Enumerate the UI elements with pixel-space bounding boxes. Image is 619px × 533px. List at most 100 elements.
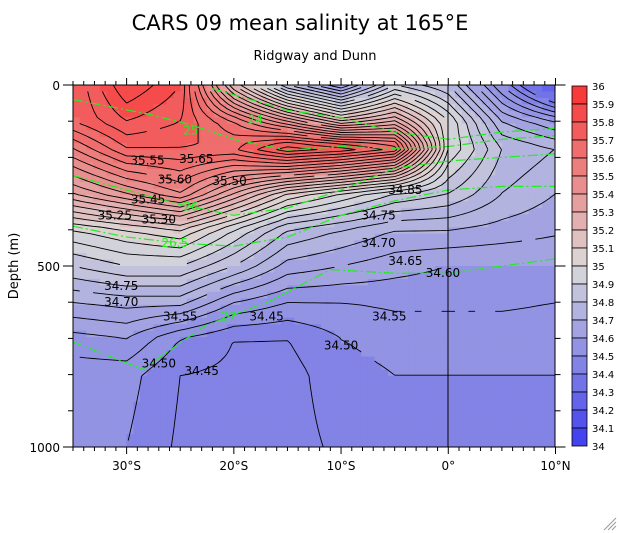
salinity-cell	[441, 427, 449, 435]
salinity-cell	[495, 427, 503, 435]
salinity-cell	[361, 253, 369, 261]
salinity-cell	[247, 369, 255, 377]
salinity-cell	[280, 382, 289, 390]
salinity-cell	[495, 104, 503, 112]
salinity-cell	[274, 330, 282, 338]
salinity-cell	[361, 162, 369, 170]
salinity-cell	[434, 220, 443, 228]
salinity-cell	[207, 104, 215, 112]
salinity-cell	[408, 214, 416, 222]
salinity-cell	[106, 220, 114, 228]
salinity-cell	[140, 246, 148, 254]
salinity-cell	[307, 227, 315, 235]
salinity-contour-35.05	[73, 88, 445, 240]
salinity-cell	[454, 395, 463, 403]
salinity-cell	[441, 91, 449, 99]
salinity-cell	[454, 285, 463, 293]
resize-grip-icon[interactable]	[603, 517, 617, 531]
salinity-cell	[501, 317, 510, 325]
salinity-cell	[374, 285, 382, 293]
salinity-cell	[434, 162, 443, 170]
salinity-cell	[93, 85, 101, 93]
salinity-cell	[93, 136, 101, 144]
salinity-cell	[448, 110, 456, 118]
salinity-cell	[481, 278, 490, 286]
salinity-cell	[193, 130, 201, 138]
salinity-cell	[160, 117, 168, 125]
salinity-cell	[394, 233, 402, 241]
salinity-cell	[488, 227, 496, 235]
salinity-cell	[314, 285, 322, 293]
salinity-cell	[441, 149, 449, 157]
salinity-cell	[153, 110, 161, 118]
salinity-cell	[173, 117, 181, 125]
salinity-cell	[314, 330, 322, 338]
salinity-cell	[126, 395, 134, 403]
salinity-cell	[475, 201, 483, 209]
salinity-cell	[274, 324, 282, 332]
salinity-cell	[267, 246, 275, 254]
salinity-cell	[334, 207, 342, 215]
salinity-cell	[327, 388, 335, 396]
salinity-cell	[341, 169, 349, 177]
salinity-cell	[414, 220, 423, 228]
salinity-cell	[186, 350, 195, 358]
salinity-cell	[307, 440, 315, 447]
salinity-cell	[488, 362, 496, 371]
salinity-cell	[180, 408, 188, 416]
salinity-cell	[488, 143, 496, 151]
salinity-cell	[93, 414, 101, 422]
salinity-cell	[434, 324, 443, 332]
salinity-cell	[240, 201, 248, 209]
salinity-cell	[448, 104, 456, 112]
salinity-cell	[515, 97, 523, 105]
salinity-cell	[488, 220, 496, 228]
salinity-cell	[495, 130, 503, 138]
salinity-cell	[133, 375, 141, 383]
salinity-cell	[481, 324, 490, 332]
salinity-cell	[287, 350, 295, 358]
salinity-cell	[200, 382, 208, 390]
salinity-cell	[213, 123, 222, 131]
salinity-cell	[247, 136, 255, 144]
salinity-cell	[428, 240, 436, 248]
salinity-cell	[146, 266, 155, 274]
salinity-cell	[481, 169, 490, 177]
salinity-cell	[428, 214, 436, 222]
salinity-cell	[508, 136, 516, 144]
salinity-cell	[414, 117, 423, 125]
salinity-contour-35.60	[73, 85, 402, 172]
salinity-cell	[428, 266, 436, 274]
salinity-cell	[73, 337, 81, 345]
salinity-cell	[133, 91, 141, 99]
salinity-cell	[227, 395, 235, 403]
salinity-cell	[126, 104, 134, 112]
salinity-cell	[213, 136, 222, 144]
salinity-cell	[408, 143, 416, 151]
salinity-cell	[488, 369, 496, 377]
salinity-cell	[106, 401, 114, 409]
salinity-cell	[73, 156, 81, 164]
colorbar-swatch	[571, 229, 588, 249]
salinity-cell	[207, 220, 215, 228]
salinity-cell	[361, 104, 369, 112]
salinity-cell	[408, 266, 416, 274]
salinity-cell	[140, 149, 148, 157]
salinity-cell	[307, 375, 315, 383]
salinity-cell	[106, 253, 114, 261]
salinity-cell	[267, 414, 275, 422]
salinity-cell	[434, 408, 443, 416]
salinity-cell	[300, 408, 309, 416]
salinity-cell	[227, 388, 235, 396]
salinity-cell	[294, 149, 302, 157]
salinity-cell	[260, 149, 268, 157]
salinity-cell	[414, 395, 423, 403]
salinity-cell	[200, 110, 208, 118]
salinity-cell	[515, 401, 523, 409]
salinity-cell	[508, 246, 516, 254]
salinity-cell	[488, 434, 496, 442]
salinity-cell	[381, 291, 389, 299]
salinity-cell	[501, 311, 510, 319]
salinity-cell	[233, 181, 242, 190]
salinity-cell	[341, 285, 349, 293]
